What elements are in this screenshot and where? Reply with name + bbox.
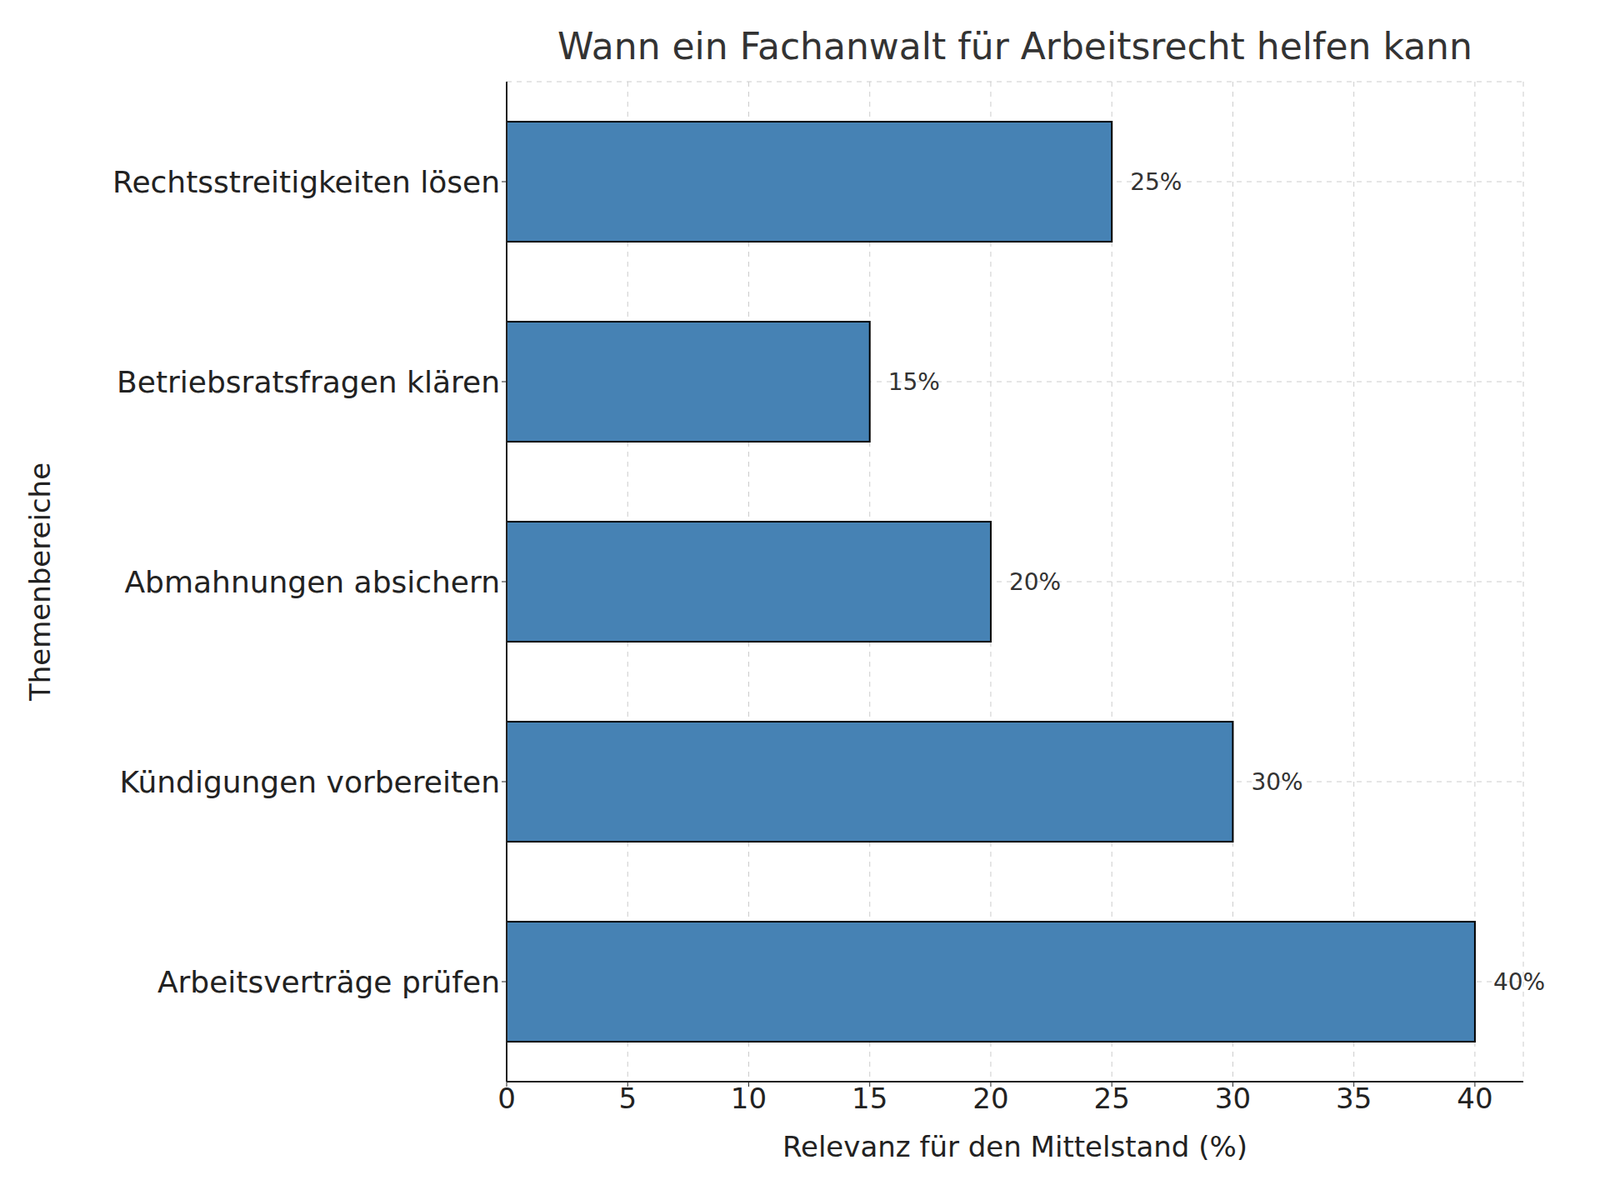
svg-text:25: 25	[1094, 1081, 1130, 1115]
svg-text:35: 35	[1335, 1081, 1372, 1115]
svg-text:30%: 30%	[1250, 768, 1303, 796]
svg-text:Abmahnungen absichern: Abmahnungen absichern	[124, 565, 500, 600]
svg-text:20%: 20%	[1009, 568, 1061, 596]
svg-text:40%: 40%	[1493, 968, 1545, 996]
svg-text:10: 10	[730, 1081, 767, 1115]
svg-text:Themenbereiche: Themenbereiche	[23, 462, 57, 702]
svg-text:Rechtsstreitigkeiten lösen: Rechtsstreitigkeiten lösen	[112, 165, 500, 200]
svg-text:15: 15	[851, 1081, 888, 1115]
svg-text:5: 5	[618, 1081, 637, 1115]
svg-text:25%: 25%	[1130, 168, 1182, 196]
svg-text:Arbeitsverträge prüfen: Arbeitsverträge prüfen	[157, 965, 500, 1000]
svg-text:15%: 15%	[888, 368, 940, 396]
svg-text:Kündigungen vorbereiten: Kündigungen vorbereiten	[120, 765, 500, 800]
svg-text:30: 30	[1215, 1081, 1251, 1115]
svg-text:20: 20	[972, 1081, 1009, 1115]
svg-text:Betriebsratsfragen klären: Betriebsratsfragen klären	[116, 365, 500, 400]
svg-text:Relevanz für den Mittelstand (: Relevanz für den Mittelstand (%)	[782, 1130, 1248, 1164]
html-text:Wann ein Fachanwalt für Arbeit: Wann ein Fachanwalt für Arbeitsrecht hel…	[557, 25, 1473, 68]
svg-text:40: 40	[1456, 1081, 1493, 1115]
svg-text:0: 0	[497, 1081, 516, 1115]
